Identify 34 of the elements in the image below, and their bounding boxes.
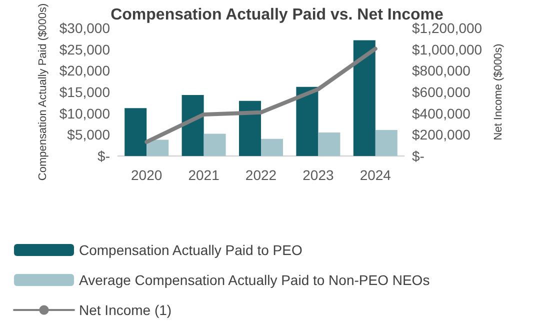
y2-tick-label: $800,000: [412, 62, 471, 79]
y2-tick-label: $1,000,000: [412, 41, 482, 58]
bar: [239, 100, 261, 156]
y2-tick-label: $400,000: [412, 105, 471, 122]
legend-label: Compensation Actually Paid to PEO: [79, 242, 302, 258]
bar: [146, 140, 169, 156]
bar: [375, 130, 398, 156]
x-tick-label: 2023: [302, 167, 334, 183]
bar: [182, 94, 204, 156]
y-tick-label: $15,000: [59, 84, 110, 100]
x-tick-label: 2021: [188, 167, 220, 183]
legend-label: Average Compensation Actually Paid to Non-PEO NEOs: [79, 272, 430, 288]
y-tick-label: $25,000: [59, 41, 110, 58]
x-tick-label: 2022: [245, 167, 277, 183]
x-tick-label: 2020: [131, 167, 162, 183]
y-tick-label: $30,000: [59, 20, 110, 36]
y-tick-label: $-: [98, 148, 110, 164]
y-tick-label: $20,000: [59, 62, 110, 79]
bar: [353, 40, 376, 156]
y-tick-label: $10,000: [59, 105, 110, 122]
y2-tick-label: $200,000: [412, 126, 471, 143]
bar: [296, 86, 318, 156]
y-axis-title: Compensation Actually Paid ($000s): [36, 3, 49, 181]
y2-tick-label: $600,000: [412, 84, 471, 100]
y2-axis-title: Net Income ($000s): [492, 44, 504, 140]
line-series: [144, 46, 378, 144]
bar: [204, 134, 226, 156]
legend-label: Net Income (1): [79, 302, 172, 318]
x-tick-label: 2024: [360, 167, 392, 183]
bar: [261, 138, 283, 156]
bar: [318, 132, 340, 156]
bar: [124, 108, 147, 156]
y-tick-label: $5,000: [67, 126, 110, 143]
y2-tick-label: $-: [412, 148, 425, 164]
